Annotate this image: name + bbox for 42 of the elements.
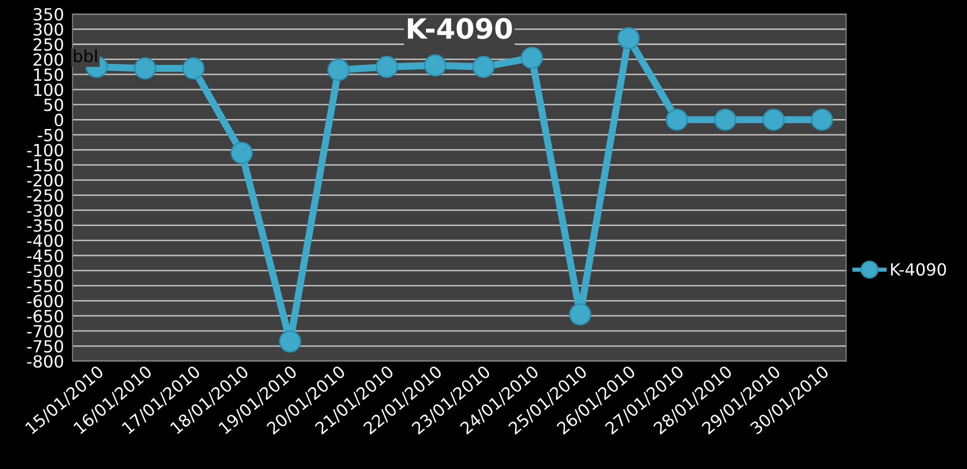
y-tick-label: -350 [27, 219, 64, 232]
y-tick-label: -200 [27, 174, 64, 187]
y-tick-label: -750 [27, 340, 64, 353]
y-tick-label: 150 [34, 68, 64, 81]
y-tick-label: 250 [34, 38, 64, 51]
point [182, 57, 205, 80]
y-axis-title: bbl [74, 49, 97, 62]
point [327, 58, 350, 82]
y-tick-label: -100 [27, 144, 64, 156]
point [762, 108, 785, 131]
y-tick-label: -600 [27, 294, 64, 308]
point [230, 142, 253, 164]
y-tick-label: -500 [27, 264, 64, 278]
y-tick-label: -300 [27, 204, 64, 217]
y-tick-label: 300 [34, 23, 64, 36]
y-tick-label: -700 [27, 324, 64, 338]
y-tick-label: 200 [34, 53, 64, 66]
y-tick-label: 100 [34, 83, 64, 96]
point [376, 56, 398, 78]
y-tick-label: -450 [27, 249, 64, 262]
y-tick-label: -250 [27, 189, 64, 202]
point [714, 108, 736, 131]
point [424, 54, 446, 76]
point [134, 57, 156, 80]
point [520, 46, 543, 69]
chart-title: K-4090 [408, 18, 512, 40]
y-tick-label: -800 [27, 355, 64, 368]
y-tick-label: 350 [34, 8, 64, 21]
point [810, 108, 834, 131]
point [278, 330, 302, 353]
point [569, 303, 592, 326]
point [472, 56, 495, 78]
legend-label: K-4090 [891, 263, 946, 276]
y-tick-label: -550 [27, 280, 64, 292]
y-tick-label: -400 [27, 234, 64, 247]
y-tick-label: 50 [44, 98, 64, 112]
y-tick-label: -150 [27, 158, 64, 172]
y-tick-label: -650 [27, 310, 64, 322]
point [617, 27, 640, 50]
y-tick-label: -50 [38, 128, 64, 142]
y-tick-label: 0 [54, 114, 64, 126]
point [666, 108, 688, 131]
